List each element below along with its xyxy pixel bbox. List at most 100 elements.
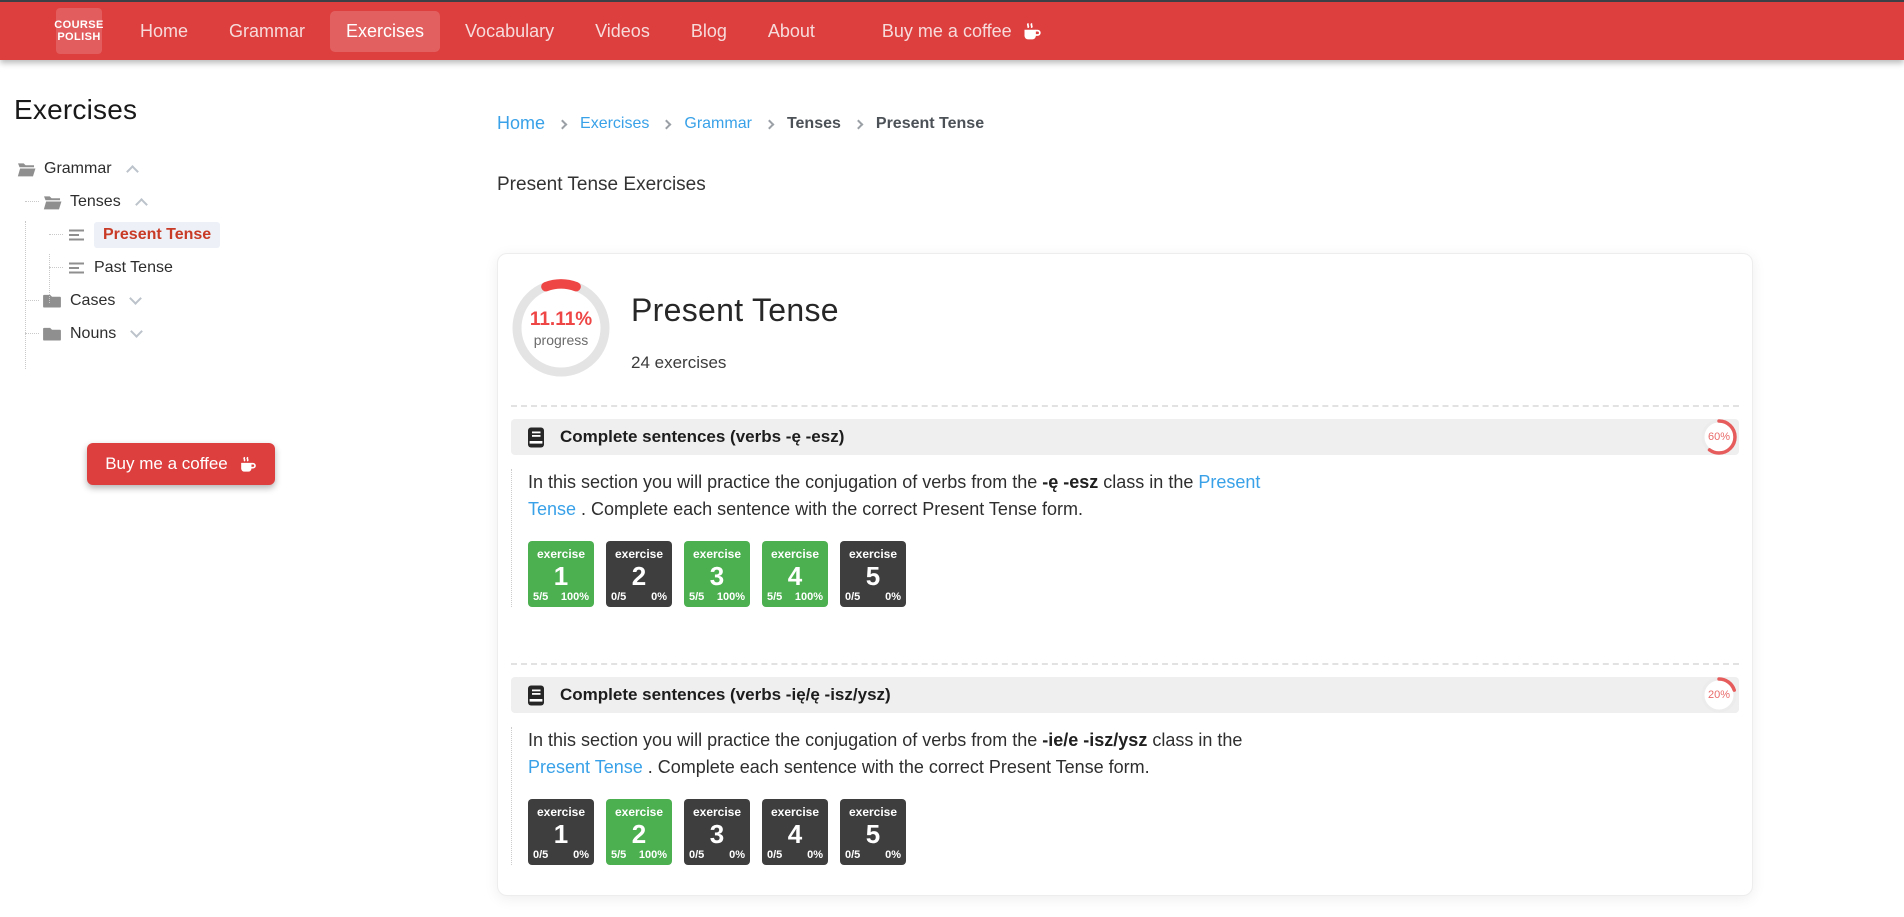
section-title: Complete sentences (verbs -ię/ę -isz/ysz… xyxy=(560,685,891,704)
nav-item-vocabulary[interactable]: Vocabulary xyxy=(465,20,555,41)
description-bold: -ę -esz xyxy=(1042,472,1099,492)
chevron-right-icon xyxy=(661,119,672,129)
tile-percent: 100% xyxy=(794,591,823,603)
progress-text: 11.11% progress xyxy=(511,278,611,378)
tree-item-label: Cases xyxy=(70,291,116,309)
breadcrumb-home[interactable]: Home xyxy=(497,113,546,133)
tree-item-nouns[interactable]: Nouns xyxy=(0,317,390,350)
section-verbs-e-esz: Complete sentences (verbs -ę -esz) 60% I… xyxy=(511,419,1739,607)
tree-item-tenses[interactable]: Tenses xyxy=(0,185,390,218)
breadcrumb: Home Exercises Grammar Tenses Present Te… xyxy=(497,113,984,134)
exercise-tile-2[interactable]: exercise 2 0/5 0% xyxy=(606,541,672,607)
nav-item-exercises[interactable]: Exercises xyxy=(330,10,441,52)
tile-percent: 0% xyxy=(885,591,901,603)
page-subtitle: Present Tense Exercises xyxy=(497,174,706,195)
tree-item-label: Nouns xyxy=(70,324,117,342)
tile-score: 0/5 xyxy=(533,849,549,861)
tile-number: 4 xyxy=(787,561,803,591)
section-description: In this section you will practice the co… xyxy=(528,469,1306,523)
tile-percent: 0% xyxy=(885,849,901,861)
tree-item-label: Present Tense xyxy=(94,221,221,248)
tile-number: 2 xyxy=(631,819,647,849)
window-top-edge xyxy=(0,0,1904,2)
exercise-tile-5[interactable]: exercise 5 0/5 0% xyxy=(840,799,906,865)
tile-number: 1 xyxy=(553,819,569,849)
tree-item-past-tense[interactable]: Past Tense xyxy=(0,251,390,284)
book-icon xyxy=(527,427,546,448)
nav-item-blog[interactable]: Blog xyxy=(690,20,727,41)
breadcrumb-grammar[interactable]: Grammar xyxy=(684,114,752,132)
exercise-tile-1[interactable]: exercise 1 5/5 100% xyxy=(528,541,594,607)
tile-label: exercise xyxy=(536,805,586,819)
course-title: Present Tense xyxy=(631,292,839,328)
exercise-tree: Grammar Tenses xyxy=(0,152,390,369)
tree-connector xyxy=(25,333,39,334)
tile-percent: 0% xyxy=(729,849,745,861)
buy-me-a-coffee-button[interactable]: Buy me a coffee xyxy=(87,443,275,485)
nav-item-about[interactable]: About xyxy=(767,20,815,41)
section-header[interactable]: Complete sentences (verbs -ę -esz) 60% xyxy=(511,419,1739,455)
tile-label: exercise xyxy=(536,547,586,561)
logo-line2: POLISH xyxy=(57,31,101,43)
tree-item-cases[interactable]: Cases xyxy=(0,284,390,317)
tile-percent: 0% xyxy=(807,849,823,861)
tree-item-grammar[interactable]: Grammar xyxy=(0,152,390,185)
progress-label: progress xyxy=(533,331,589,348)
course-progress-ring: 11.11% progress xyxy=(511,278,611,378)
tree-connector xyxy=(25,201,39,202)
tree-item-present-tense[interactable]: Present Tense xyxy=(0,218,390,251)
chevron-up-icon[interactable] xyxy=(134,198,148,211)
list-lines-icon xyxy=(66,261,86,275)
section-body: In this section you will practice the co… xyxy=(511,727,1739,865)
chevron-up-icon[interactable] xyxy=(125,165,139,178)
tree-line xyxy=(25,221,26,369)
chevron-down-icon[interactable] xyxy=(130,325,144,338)
exercise-tile-2[interactable]: exercise 2 5/5 100% xyxy=(606,799,672,865)
exercise-tile-3[interactable]: exercise 3 5/5 100% xyxy=(684,541,750,607)
description-bold: -ie/e -isz/ysz xyxy=(1042,730,1148,750)
present-tense-link[interactable]: Present Tense xyxy=(528,757,643,777)
tree-item-label: Grammar xyxy=(44,159,112,177)
present-tense-link[interactable]: Present Tense xyxy=(528,472,1261,519)
sidebar-title: Exercises xyxy=(14,94,138,125)
nav-item-home[interactable]: Home xyxy=(140,20,189,41)
exercise-tile-3[interactable]: exercise 3 0/5 0% xyxy=(684,799,750,865)
tile-score: 5/5 xyxy=(767,591,783,603)
section-progress-badge: 20% xyxy=(1699,675,1739,715)
tree-line xyxy=(49,254,50,303)
tile-number: 4 xyxy=(787,819,803,849)
nav-buy-me-a-coffee[interactable]: Buy me a coffee xyxy=(882,21,1042,42)
folder-closed-icon xyxy=(42,293,62,308)
tile-score: 5/5 xyxy=(611,849,627,861)
description-text: . Complete each sentence with the correc… xyxy=(576,499,1083,519)
chevron-down-icon[interactable] xyxy=(129,292,143,305)
tile-score: 0/5 xyxy=(845,849,861,861)
chevron-right-icon xyxy=(557,119,568,129)
tile-label: exercise xyxy=(614,805,664,819)
folder-open-icon xyxy=(16,161,36,177)
tile-label: exercise xyxy=(692,805,742,819)
logo-line1: COURSE xyxy=(54,19,104,31)
tile-number: 2 xyxy=(631,561,647,591)
section-header[interactable]: Complete sentences (verbs -ię/ę -isz/ysz… xyxy=(511,677,1739,713)
description-text: In this section you will practice the co… xyxy=(528,472,1043,492)
breadcrumb-exercises[interactable]: Exercises xyxy=(580,114,650,132)
exercise-tile-5[interactable]: exercise 5 0/5 0% xyxy=(840,541,906,607)
tile-percent: 0% xyxy=(651,591,667,603)
exercise-tile-4[interactable]: exercise 4 5/5 100% xyxy=(762,541,828,607)
site-logo[interactable]: COURSE POLISH xyxy=(54,8,104,54)
section-body: In this section you will practice the co… xyxy=(511,469,1739,607)
exercise-tile-1[interactable]: exercise 1 0/5 0% xyxy=(528,799,594,865)
exercise-tile-4[interactable]: exercise 4 0/5 0% xyxy=(762,799,828,865)
nav-item-videos[interactable]: Videos xyxy=(595,20,650,41)
tile-score: 0/5 xyxy=(611,591,627,603)
list-lines-icon xyxy=(66,228,86,242)
tile-score: 0/5 xyxy=(689,849,705,861)
tile-label: exercise xyxy=(770,547,820,561)
tile-percent: 100% xyxy=(716,591,745,603)
tile-percent: 0% xyxy=(573,849,589,861)
nav-item-grammar[interactable]: Grammar xyxy=(229,20,306,41)
tree-item-label: Tenses xyxy=(70,192,121,210)
course-exercise-count: 24 exercises xyxy=(631,353,727,372)
